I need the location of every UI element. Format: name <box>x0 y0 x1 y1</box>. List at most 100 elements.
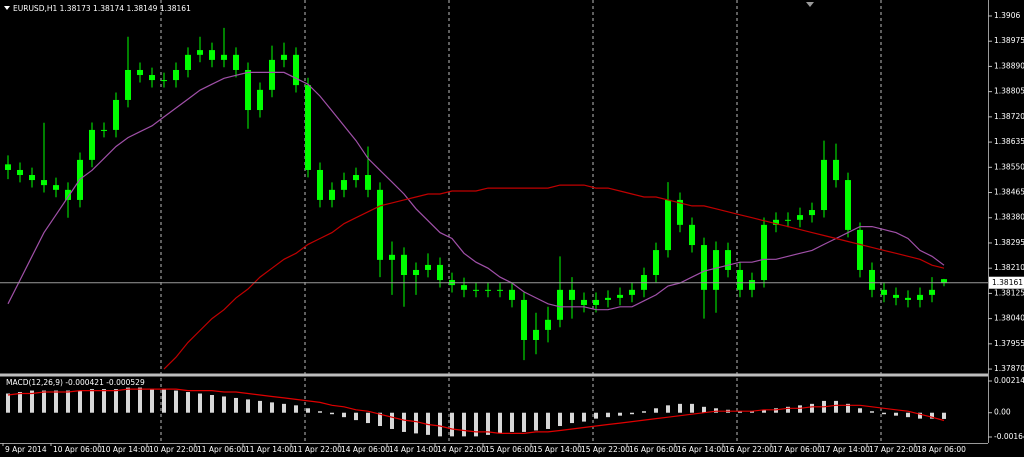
macd-bar <box>570 412 574 424</box>
candle-body <box>929 289 935 295</box>
macd-bar <box>918 412 922 419</box>
y-tick-label: 1.38890 <box>994 61 1024 70</box>
macd-bar <box>510 412 514 432</box>
candle-body <box>365 175 371 190</box>
candle-body <box>53 185 59 190</box>
x-tick-label: 9 Apr 2014 <box>5 445 47 454</box>
candle-body <box>185 54 191 70</box>
candle-body <box>281 54 287 60</box>
candle-body <box>941 279 947 283</box>
macd-bar <box>294 405 298 413</box>
candle-body <box>425 264 431 270</box>
macd-bar <box>810 403 814 413</box>
macd-bar <box>66 390 70 413</box>
macd-bar <box>282 403 286 413</box>
symbol-menu-icon[interactable] <box>4 6 10 10</box>
candle-body <box>401 254 407 276</box>
candle-body <box>593 299 599 305</box>
macd-bar <box>402 412 406 432</box>
macd-bar <box>306 408 310 413</box>
macd-bar <box>534 412 538 431</box>
current-price-label: 1.38161 <box>992 278 1023 287</box>
macd-bar <box>126 387 130 413</box>
x-tick-label: 14 Apr 22:00 <box>437 445 486 454</box>
candle-body <box>581 299 587 305</box>
macd-bar <box>42 390 46 413</box>
candle-body <box>461 285 467 290</box>
macd-bar <box>342 412 346 418</box>
macd-bar <box>606 412 610 418</box>
candle-body <box>125 69 131 100</box>
macd-bar <box>474 412 478 437</box>
macd-bar <box>618 412 622 416</box>
x-tick-label: 15 Apr 06:00 <box>485 445 534 454</box>
candle-body <box>293 54 299 86</box>
candle-body <box>437 264 443 281</box>
macd-bar <box>942 412 946 419</box>
macd-bar <box>186 392 190 413</box>
macd-bar <box>354 412 358 421</box>
candle-body <box>305 85 311 170</box>
candle-body <box>65 189 71 200</box>
candle-body <box>5 164 11 170</box>
x-tick-label: 16 Apr 22:00 <box>725 445 774 454</box>
macd-bar <box>906 412 910 418</box>
macd-bar <box>846 403 850 413</box>
shift-marker[interactable] <box>806 2 814 7</box>
y-tick-label: 1.38295 <box>994 238 1024 247</box>
candle-body <box>413 269 419 276</box>
candle-body <box>533 329 539 340</box>
macd-bar <box>18 392 22 413</box>
macd-bar <box>834 400 838 413</box>
macd-bar <box>222 396 226 413</box>
x-tick-label: 17 Apr 22:00 <box>869 445 918 454</box>
macd-bar <box>330 412 334 415</box>
macd-bar <box>174 390 178 413</box>
candle-body <box>245 69 251 111</box>
indicator-line <box>7 388 945 434</box>
indicator-y-tick-label: 0.00 <box>994 408 1011 417</box>
candle-body <box>497 289 503 291</box>
candle-body <box>41 180 47 186</box>
macd-bar <box>666 405 670 413</box>
candle-body <box>737 269 743 290</box>
macd-bar <box>78 390 82 413</box>
macd-bar <box>930 412 934 419</box>
macd-bar <box>234 397 238 413</box>
candle-body <box>161 80 167 82</box>
macd-bar <box>450 412 454 437</box>
y-tick-label: 1.38550 <box>994 162 1024 171</box>
x-tick-label: 10 Apr 14:00 <box>101 445 150 454</box>
y-tick-label: 1.38210 <box>994 263 1024 272</box>
macd-bar <box>558 412 562 427</box>
candle-body <box>269 59 275 90</box>
candle-body <box>557 289 563 320</box>
macd-bar <box>102 389 106 413</box>
macd-bar <box>414 412 418 434</box>
indicator-title: MACD(12,26,9) -0.000421 -0.000529 <box>6 378 145 387</box>
candle-body <box>485 289 491 291</box>
macd-bar <box>54 390 58 413</box>
candle-body <box>869 269 875 290</box>
candle-body <box>329 189 335 200</box>
candle-body <box>785 219 791 221</box>
x-tick-label: 15 Apr 22:00 <box>581 445 630 454</box>
y-tick-label: 1.3906 <box>994 11 1020 20</box>
y-tick-label: 1.38720 <box>994 112 1024 121</box>
candle-body <box>89 129 95 160</box>
candle-body <box>101 129 107 131</box>
current-price-box <box>989 276 1024 289</box>
candle-body <box>341 180 347 190</box>
x-tick-label: 14 Apr 14:00 <box>389 445 438 454</box>
candle-body <box>389 254 395 260</box>
candle-body <box>677 199 683 225</box>
candle-body <box>509 289 515 300</box>
candle-body <box>689 224 695 246</box>
candle-body <box>665 199 671 251</box>
candle-body <box>353 175 359 181</box>
candle-body <box>749 280 755 290</box>
macd-bar <box>150 389 154 413</box>
macd-bar <box>678 403 682 413</box>
